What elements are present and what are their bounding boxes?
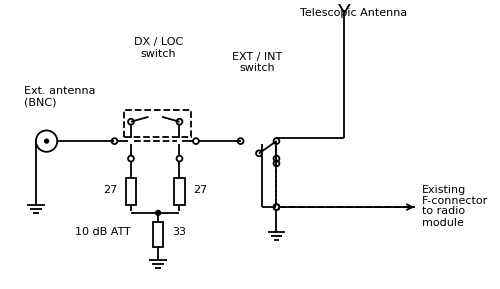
Text: 33: 33 xyxy=(172,227,185,237)
Text: Ext. antenna
(BNC): Ext. antenna (BNC) xyxy=(24,86,96,107)
Circle shape xyxy=(44,139,48,143)
Circle shape xyxy=(156,210,160,215)
Text: Existing
F-connector: Existing F-connector xyxy=(422,185,488,206)
Text: 27: 27 xyxy=(193,185,208,194)
Bar xyxy=(126,178,136,205)
Text: 10 dB ATT: 10 dB ATT xyxy=(75,227,131,237)
Text: Telescopic Antenna: Telescopic Antenna xyxy=(300,8,408,18)
Bar xyxy=(124,110,191,137)
Text: DX / LOC
switch: DX / LOC switch xyxy=(134,37,183,59)
Text: 27: 27 xyxy=(103,185,118,194)
Text: EXT / INT
switch: EXT / INT switch xyxy=(232,52,282,73)
Text: to radio
module: to radio module xyxy=(422,206,465,227)
Bar xyxy=(153,222,164,247)
Bar xyxy=(174,178,185,205)
